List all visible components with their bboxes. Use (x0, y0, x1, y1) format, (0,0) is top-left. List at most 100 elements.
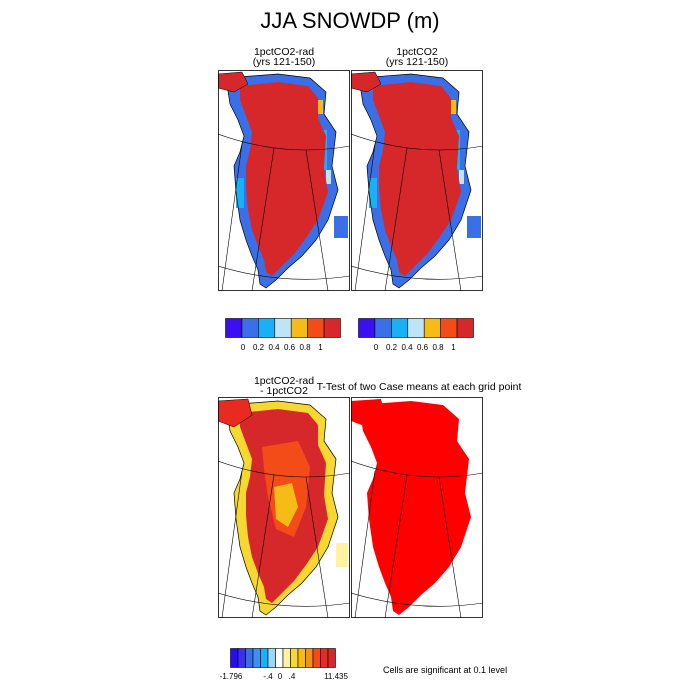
parallel-line (218, 460, 350, 478)
colorbar-tick-label: -.4 (263, 672, 273, 681)
colorbar-swatch (423, 318, 441, 338)
coastal-cell (451, 100, 456, 114)
coastal-cell (236, 178, 244, 208)
colorbar-3-ticks: -1.796 -.4 0 .4 11.435 (218, 672, 350, 684)
meridian-line (438, 149, 462, 291)
colorbar-swatch (312, 648, 321, 668)
meridian-line (305, 149, 329, 291)
panel-3-title-line: 1pctCO2-rad (253, 375, 315, 387)
colorbar-swatch (305, 648, 314, 668)
colorbar-tick-label: 11.435 (324, 672, 348, 681)
coastline (225, 73, 339, 289)
figure-title: JJA SNOWDP (m) (260, 8, 440, 33)
colorbar-swatch (358, 318, 376, 338)
colorbar-swatch (237, 648, 246, 668)
meridian-line (251, 474, 275, 618)
parallel-line (351, 460, 483, 478)
meridian-line (384, 147, 408, 291)
colorbar-swatch (374, 318, 392, 338)
colorbar-swatch (320, 648, 329, 668)
coastal-cell (318, 100, 323, 114)
coastal-cell (326, 170, 331, 184)
colorbar-swatch (297, 648, 306, 668)
panel-2-title-line: 1pctCO2 (396, 46, 438, 58)
colorbar-swatch (225, 318, 243, 338)
colorbar-swatch (307, 318, 325, 338)
colorbar-swatch (323, 318, 341, 338)
colorbar-tick-label: 0.2 (385, 343, 398, 352)
parallel-line (351, 133, 483, 151)
colorbar-swatch (258, 318, 276, 338)
colorbar-tick-label: 0 (277, 672, 283, 681)
colorbar-tick-label: .4 (288, 672, 296, 681)
diff-mid-cells (274, 483, 298, 527)
map-panel-difference (218, 397, 350, 618)
panel-frame (351, 70, 483, 291)
panel-3-title: 1pctCO2-rad - 1pctCO2 (218, 375, 350, 397)
colorbar-swatch (252, 648, 261, 668)
colorbar-tick-label: -1.796 (219, 672, 243, 681)
panel-2-subtitle-line: (yrs 121-150) (385, 56, 449, 68)
island-significant-cells (351, 399, 385, 427)
panel-frame (351, 397, 483, 618)
parallel-line (218, 133, 350, 151)
map-panel-1pctco2 (351, 70, 483, 291)
colorbar-swatch (260, 648, 269, 668)
colorbar-tick-label: 1 (451, 343, 456, 352)
colorbar-tick-label: 1 (318, 343, 323, 352)
meridian-line (251, 147, 275, 291)
map-panel-1pctco2-rad (218, 70, 350, 291)
map-panel-ttest (351, 397, 483, 618)
island-cells (218, 71, 249, 93)
colorbar-swatch (407, 318, 425, 338)
colorbar-tick-label: 0.8 (432, 343, 444, 352)
meridian-line (221, 470, 243, 618)
colorbar-panel-1 (225, 318, 341, 338)
iceland-cells (336, 543, 348, 567)
coastal-cell (459, 170, 464, 184)
significance-note: Cells are significant at 0.1 level (383, 665, 508, 675)
colorbar-difference (230, 648, 336, 668)
colorbar-tick-label: 0.8 (299, 343, 311, 352)
colorbar-tick-label: 0 (240, 343, 246, 352)
colorbar-swatch (391, 318, 409, 338)
island-cells (351, 71, 382, 93)
colorbar-swatch (267, 648, 276, 668)
coastline (225, 400, 339, 616)
colorbar-tick-label: 0.6 (283, 343, 296, 352)
colorbar-tick-label: 0.4 (268, 343, 280, 352)
meridian-line (354, 143, 376, 291)
meridian-line (221, 143, 243, 291)
colorbar-panel-2 (358, 318, 474, 338)
colorbar-swatch (290, 648, 299, 668)
colorbar-tick-label: 0.2 (252, 343, 265, 352)
panel-4-title: T-Test of two Case means at each grid po… (316, 381, 522, 393)
panel-2-title: 1pctCO2 (yrs 121-150) (351, 46, 483, 68)
panel-3-subtitle-line: - 1pctCO2 (260, 385, 308, 397)
iceland-cells (467, 216, 481, 238)
colorbar-swatch (440, 318, 458, 338)
panel-frame (218, 70, 350, 291)
colorbar-swatch (327, 648, 336, 668)
colorbar-swatch (290, 318, 308, 338)
colorbar-swatch (282, 648, 291, 668)
meridian-line (438, 476, 462, 618)
colorbar-swatch (456, 318, 474, 338)
significant-cells (359, 401, 471, 615)
parallel-line (218, 265, 350, 280)
colorbar-swatch (274, 318, 292, 338)
parallel-line (351, 592, 483, 607)
panel-1-subtitle-line: (yrs 121-150) (252, 56, 316, 68)
coastal-cell (369, 178, 377, 208)
panel-1-title-line: 1pctCO2-rad (253, 46, 315, 58)
panel-frame (218, 397, 350, 618)
coastline (358, 73, 472, 289)
colorbar-tick-label: 0.4 (401, 343, 413, 352)
colorbar-2-ticks: 0 0.2 0.4 0.6 0.8 1 (358, 343, 474, 355)
meridian-line (354, 470, 376, 618)
colorbar-1-ticks: 0 0.2 0.4 0.6 0.8 1 (225, 343, 341, 355)
parallel-line (351, 265, 483, 280)
colorbar-swatch (230, 648, 239, 668)
colorbar-swatch (275, 648, 284, 668)
colorbar-tick-label: 0 (373, 343, 379, 352)
